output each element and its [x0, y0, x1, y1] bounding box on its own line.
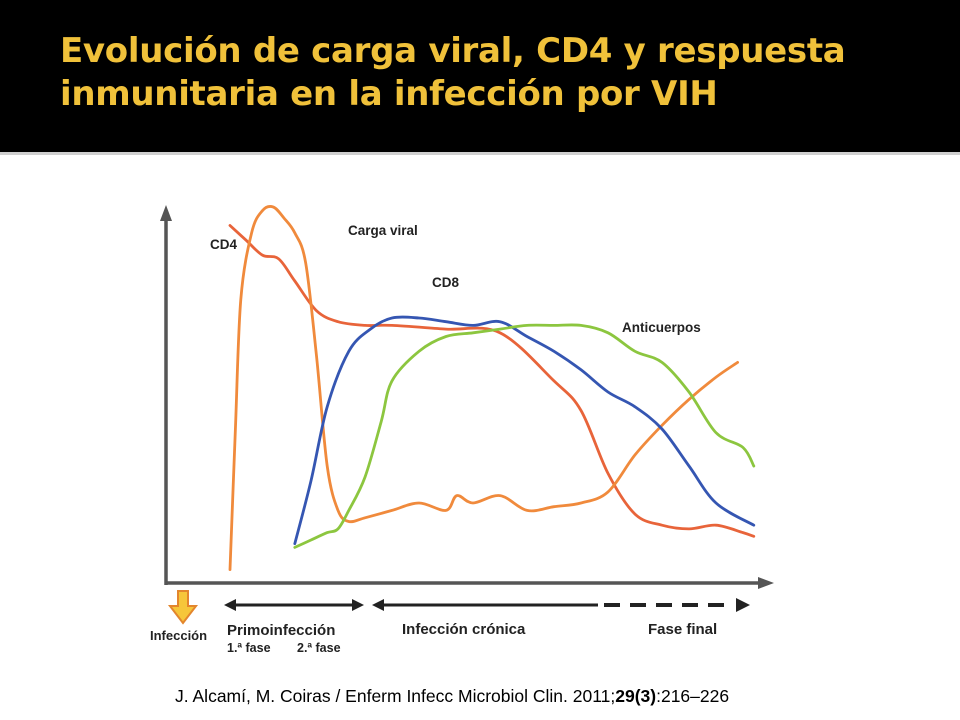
series-lines	[228, 205, 756, 571]
phase-label-fase-final: Fase final	[648, 621, 717, 638]
citation-volume: 29(3)	[615, 686, 657, 706]
annotation-anticuerpos: Anticuerpos	[622, 320, 701, 335]
slide-title: Evolución de carga viral, CD4 y respuest…	[60, 31, 846, 114]
phase-label-infeccion: Infección	[150, 628, 207, 643]
phase-arrowhead	[736, 598, 750, 612]
x-axis-arrowhead	[758, 577, 774, 589]
annotation-cd4: CD4	[210, 237, 237, 252]
series-annotations: CD4 Carga viral CD8 Anticuerpos	[210, 223, 701, 335]
title-divider	[0, 152, 960, 155]
phase-label-cronica: Infección crónica	[402, 621, 526, 638]
annotation-cd8: CD8	[432, 275, 459, 290]
citation-pages: :216–226	[656, 686, 730, 706]
series-line-anticuerpos	[293, 323, 756, 549]
phase-arrowhead	[224, 599, 236, 611]
y-axis-arrowhead	[160, 205, 172, 221]
title-bar: Evolución de carga viral, CD4 y respuest…	[0, 0, 960, 150]
citation-authors: J. Alcamí, M. Coiras / Enferm Infecc Mic…	[175, 686, 616, 706]
chart-axes	[160, 205, 774, 589]
phase-arrowhead	[372, 599, 384, 611]
hiv-evolution-chart: CD4 Carga viral CD8 Anticuerpos Infecció…	[150, 205, 774, 655]
slide-content	[0, 155, 960, 720]
series-line-cd4	[228, 224, 756, 538]
phase-sub-1: 1.ª fase	[227, 641, 271, 655]
phase-arrowhead	[352, 599, 364, 611]
infection-arrow-icon	[167, 590, 199, 625]
citation: J. Alcamí, M. Coiras / Enferm Infecc Mic…	[175, 686, 729, 707]
phase-sub-2: 2.ª fase	[297, 641, 341, 655]
series-line-cd8	[293, 315, 756, 546]
annotation-carga-viral: Carga viral	[348, 223, 418, 238]
series-line-carga-viral	[228, 205, 739, 571]
phase-timeline: Infección Primoinfección 1.ª fase 2.ª fa…	[150, 590, 750, 655]
phase-label-primoinfeccion: Primoinfección	[227, 622, 335, 639]
